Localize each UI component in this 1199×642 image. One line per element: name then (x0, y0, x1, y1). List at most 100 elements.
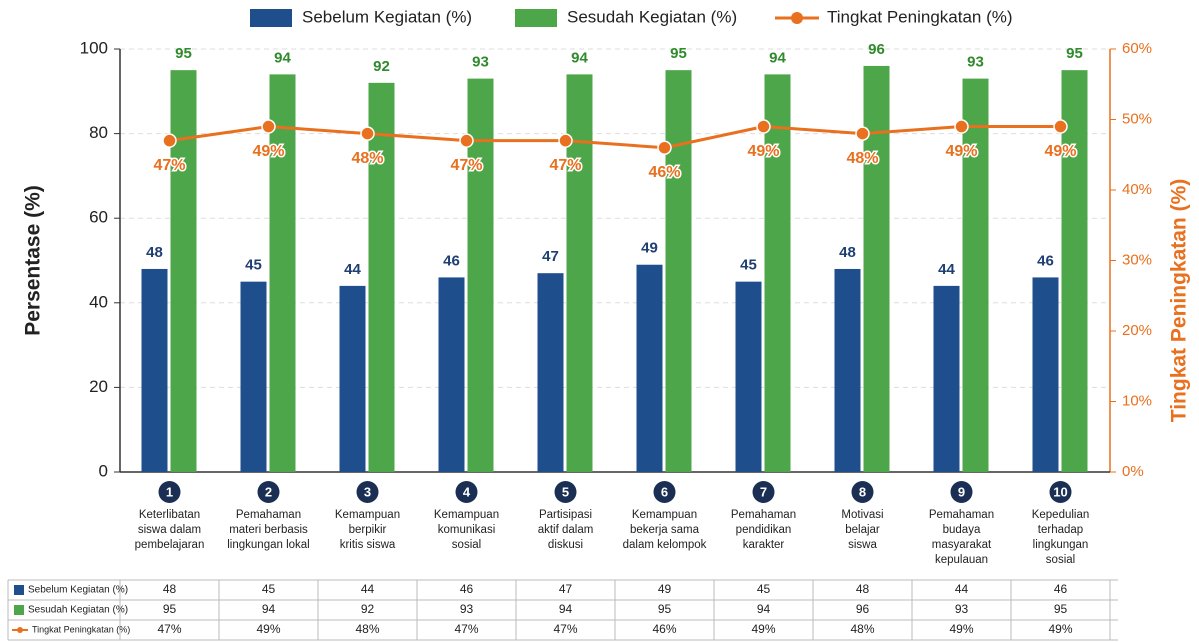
bar-value-label: 46 (1037, 252, 1054, 269)
legend-label: Sebelum Kegiatan (%) (302, 7, 472, 26)
table-row-label: Sebelum Kegiatan (%) (28, 585, 128, 596)
legend-swatch (250, 9, 292, 27)
table-cell: 47% (157, 622, 181, 636)
category-badge (455, 481, 478, 503)
line-marker (1053, 119, 1068, 134)
bar-value-label: 46 (443, 252, 460, 269)
line-value-label: 49% (252, 143, 284, 160)
bar-value-label: 94 (571, 49, 588, 66)
bar (368, 82, 395, 472)
table-swatch-marker (17, 627, 23, 633)
bar (962, 78, 989, 473)
table-cell: 92 (361, 602, 375, 616)
category-badge (653, 481, 676, 503)
table-cell: 94 (262, 602, 276, 616)
table-cell: 47% (553, 622, 577, 636)
category-badge (1049, 481, 1072, 503)
bar-value-label: 94 (769, 49, 786, 66)
table-cell: 49% (751, 622, 775, 636)
table-cell: 94 (757, 602, 771, 616)
table-cell: 93 (460, 602, 474, 616)
table-cell: 46% (652, 622, 676, 636)
line-value-label: 46% (648, 164, 680, 181)
y-tick-label: 100 (80, 38, 108, 57)
category-badge (356, 481, 379, 503)
bar-value-label: 45 (740, 257, 757, 274)
category-number: 8 (859, 484, 866, 499)
y2-tick-label: 30% (1122, 251, 1152, 268)
y-axis-title: Persentase (%) (22, 185, 45, 336)
y-tick-label: 60 (89, 208, 108, 227)
table-swatch (14, 605, 24, 615)
bar-value-label: 49 (641, 240, 658, 257)
bar (1032, 277, 1059, 472)
table-cell: 95 (1054, 602, 1068, 616)
bar-value-label: 45 (245, 257, 262, 274)
table-cell: 96 (856, 602, 870, 616)
table-cell: 45 (757, 582, 771, 596)
x-tick-label: Pemahaman budaya masyarakat kepulauan (928, 509, 995, 566)
line-marker (261, 119, 276, 134)
bar (566, 74, 593, 472)
line-value-label: 47% (153, 157, 185, 174)
bar-value-label: 95 (175, 45, 192, 62)
x-tick-label: Kemampuan berpikir kritis siswa (334, 509, 401, 551)
category-number: 2 (265, 484, 272, 499)
category-number: 9 (958, 484, 965, 499)
bar-value-label: 95 (670, 45, 687, 62)
bar-value-label: 47 (542, 248, 559, 265)
bar (735, 281, 762, 472)
bar-value-label: 93 (472, 54, 489, 71)
x-tick-label: Kemampuan bekerja sama dalam kelompok (622, 509, 707, 551)
line-value-label: 49% (1044, 143, 1076, 160)
bar (933, 285, 960, 472)
bar (141, 268, 168, 472)
table-cell: 93 (955, 602, 969, 616)
y2-tick-label: 60% (1122, 40, 1152, 57)
line-value-label: 47% (450, 157, 482, 174)
bar (170, 70, 197, 473)
bar-value-label: 48 (146, 244, 163, 261)
line-marker (360, 126, 375, 141)
table-cell: 48% (850, 622, 874, 636)
bar (339, 285, 366, 472)
y2-tick-label: 20% (1122, 322, 1152, 339)
x-tick-label: Partisipasi aktif dalam diskusi (537, 509, 594, 551)
bar (269, 74, 296, 472)
bar (636, 264, 663, 472)
line-marker (954, 119, 969, 134)
y2-tick-label: 40% (1122, 181, 1152, 198)
x-tick-label: Motivasi belajar siswa (841, 509, 884, 551)
line-marker (459, 133, 474, 148)
bar (537, 273, 564, 472)
bar-value-label: 44 (344, 261, 361, 278)
category-badge (158, 481, 181, 503)
table-cell: 44 (955, 582, 969, 596)
category-badge (257, 481, 280, 503)
bar (863, 65, 890, 473)
y-tick-label: 80 (89, 123, 108, 142)
line-value-label: 47% (549, 157, 581, 174)
category-badge (752, 481, 775, 503)
table-cell: 48 (856, 582, 870, 596)
x-tick-label: Kepedulian terhadap lingkungan sosial (1031, 509, 1090, 566)
table-row-label: Tingkat Peningkatan (%) (32, 624, 130, 634)
table-cell: 49% (1048, 622, 1072, 636)
table-cell: 48 (163, 582, 177, 596)
table-cell: 47% (454, 622, 478, 636)
table-cell: 94 (559, 602, 573, 616)
y-tick-label: 0 (99, 461, 108, 480)
bar-value-label: 48 (839, 244, 856, 261)
line (169, 125, 1061, 150)
table-cell: 46 (460, 582, 474, 596)
category-number: 4 (463, 484, 471, 499)
table-cell: 44 (361, 582, 375, 596)
line-value-label: 49% (747, 143, 779, 160)
table-row-label: Sesudah Kegiatan (%) (28, 605, 128, 616)
category-number: 7 (760, 484, 767, 499)
x-tick-label: Pemahaman pendidikan karakter (730, 509, 797, 551)
table-cell: 45 (262, 582, 276, 596)
table-cell: 49% (256, 622, 280, 636)
